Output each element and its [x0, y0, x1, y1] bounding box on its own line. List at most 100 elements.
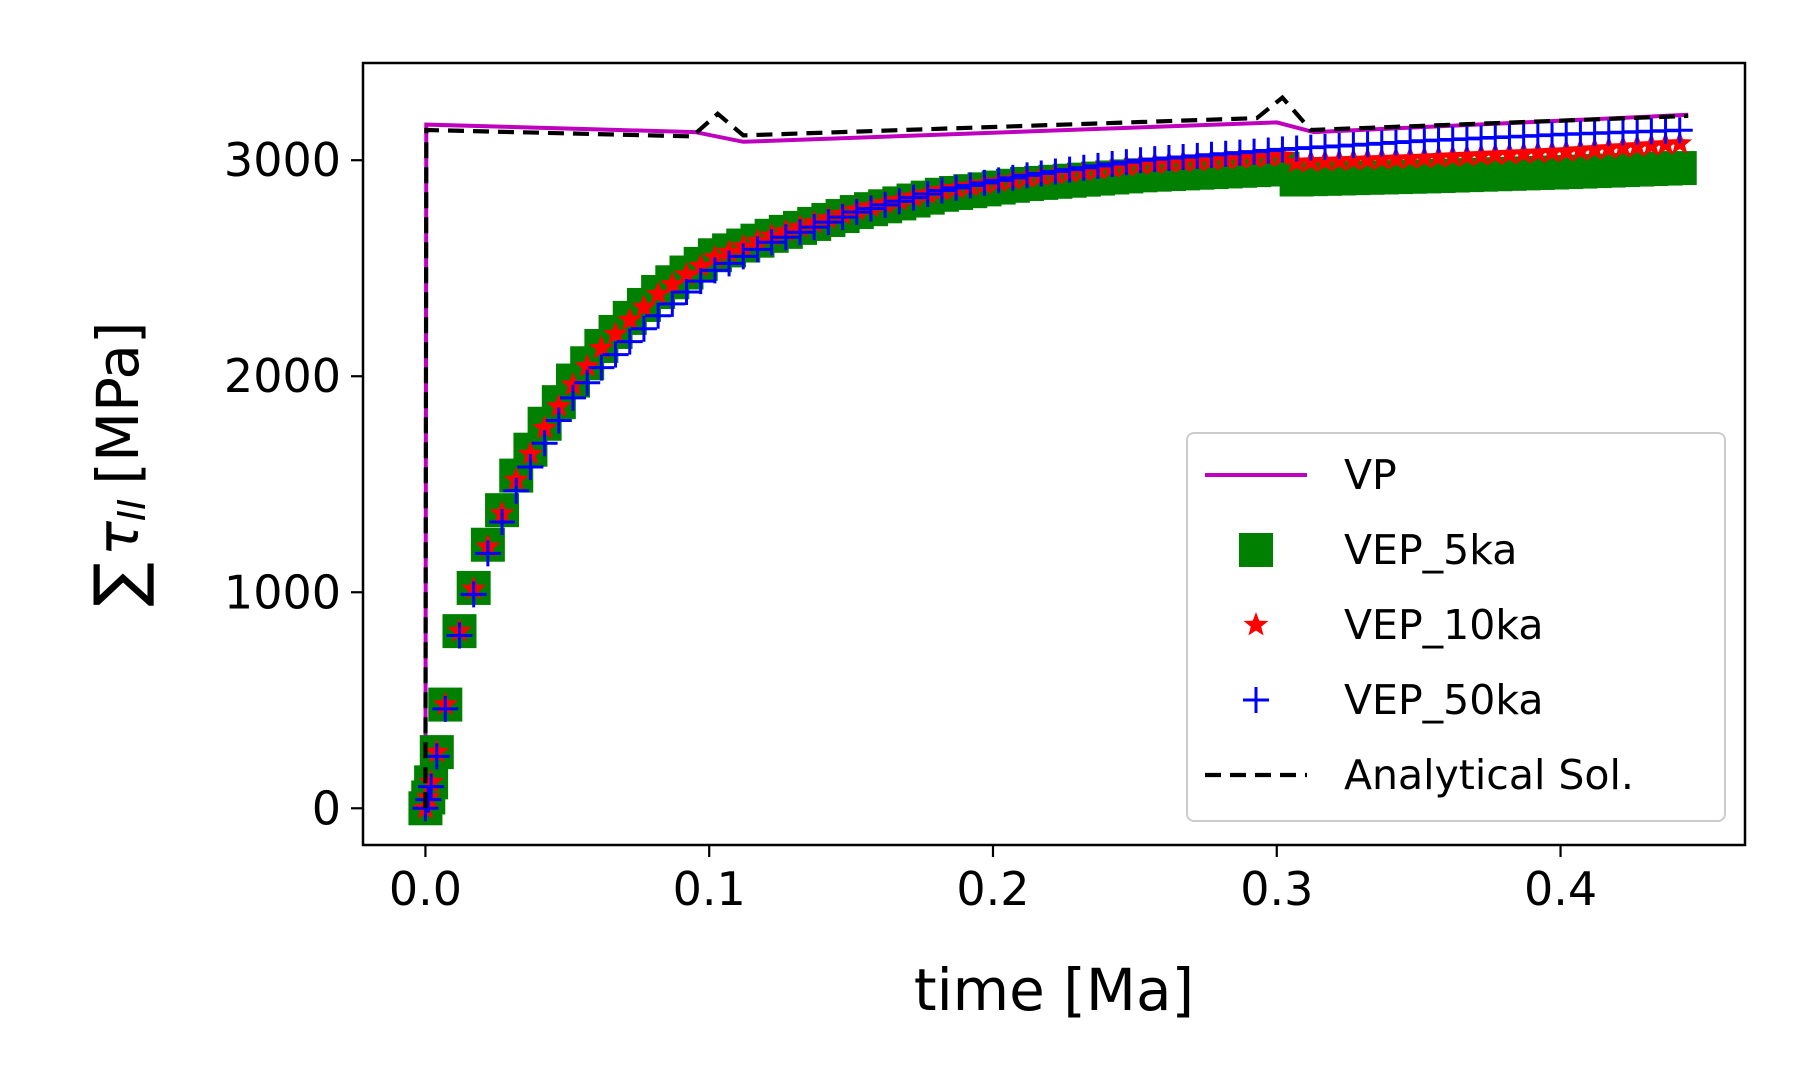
plus-marker [616, 328, 643, 355]
plus-marker [744, 236, 771, 263]
star-marker [1369, 146, 1395, 170]
x-axis-title: time [Ma] [914, 956, 1194, 1024]
y-axis-title: ∑ τII [MPa] [80, 321, 157, 606]
star-marker [1341, 147, 1366, 171]
star-marker [631, 294, 657, 318]
star-marker [1539, 139, 1565, 163]
star-marker [1596, 135, 1622, 160]
plus-marker [1099, 150, 1126, 177]
y-tick-label: 0 [312, 781, 341, 835]
plus-marker [517, 453, 544, 480]
plus-marker [999, 164, 1026, 191]
plus-marker [418, 773, 445, 800]
star-marker [1482, 141, 1508, 166]
plus-marker [460, 581, 487, 608]
star-marker [1497, 141, 1522, 165]
series-line-vp [423, 112, 1689, 809]
plus-marker [716, 250, 743, 277]
plus-marker [574, 369, 601, 396]
plus-marker [1070, 154, 1097, 181]
plus-marker [857, 195, 884, 222]
y-axis-unit: [MPa] [84, 321, 152, 484]
legend-label: Analytical Sol. [1344, 751, 1634, 799]
star-marker [518, 441, 543, 465]
svg-text:∑τII[MPa]: ∑ τII [MPa] [80, 321, 157, 606]
plus-marker [1056, 156, 1083, 183]
plus-marker [1014, 162, 1041, 189]
star-marker [1553, 138, 1579, 163]
legend-handle-star [1243, 612, 1269, 636]
plot-area-frame [361, 61, 1747, 847]
star-marker [1440, 143, 1466, 168]
star-marker [1454, 143, 1480, 167]
x-tick-label: 0.4 [1524, 862, 1597, 916]
x-tick-label: 0.2 [956, 862, 1029, 916]
legend-item: VEP_10ka [1243, 601, 1544, 649]
plus-marker [1084, 152, 1111, 179]
star-marker [688, 253, 714, 277]
star-marker [546, 393, 572, 417]
plus-marker [673, 278, 700, 305]
y-tick-label: 2000 [224, 349, 341, 403]
plus-marker [588, 354, 615, 381]
star-marker [1326, 147, 1352, 172]
plus-marker [1028, 160, 1055, 187]
y-axis-sum-symbol: ∑ [80, 562, 157, 606]
star-marker [1511, 140, 1536, 164]
star-marker [1397, 145, 1423, 169]
star-marker [1624, 133, 1650, 158]
plus-marker [531, 430, 558, 457]
star-marker [1525, 139, 1551, 164]
star-marker [702, 244, 728, 268]
legend-label: VEP_10ka [1344, 601, 1544, 649]
plus-marker [872, 191, 899, 218]
legend-item: Analytical Sol. [1205, 751, 1634, 799]
plus-marker [914, 181, 941, 208]
plus-marker [645, 302, 672, 329]
plus-marker [801, 214, 828, 241]
y-axis-tau-symbol: τ [84, 520, 152, 556]
plus-marker [423, 743, 450, 770]
star-marker [1639, 132, 1664, 157]
star-marker [1355, 146, 1380, 171]
plus-marker [730, 243, 757, 270]
plus-marker [957, 172, 984, 199]
legend-item: VEP_5ka [1239, 526, 1517, 574]
plus-marker [900, 184, 927, 211]
plus-marker [943, 174, 970, 201]
plus-marker [971, 169, 998, 196]
legend-item: VEP_50ka [1243, 676, 1544, 724]
plus-marker [1042, 158, 1069, 185]
plus-marker [630, 315, 657, 342]
plus-marker [602, 341, 629, 368]
legend-handle-square [1239, 533, 1273, 567]
star-marker [660, 271, 685, 295]
x-tick-label: 0.1 [673, 862, 746, 916]
plus-marker [928, 177, 955, 204]
legend: VP VEP_5ka VEP_10ka VEP_50ka Analytical Sol. [1186, 432, 1726, 822]
plus-marker [446, 622, 473, 649]
star-marker [589, 335, 614, 359]
plus-marker [545, 407, 572, 434]
y-axis-subscript: II [110, 499, 154, 521]
legend-item: VP [1205, 451, 1397, 499]
plus-marker [843, 199, 870, 226]
plus-marker [1666, 117, 1693, 144]
plus-marker [503, 477, 530, 504]
square-marker [1662, 151, 1697, 186]
legend-label: VEP_5ka [1344, 526, 1517, 574]
star-marker [560, 371, 586, 396]
plus-marker [829, 204, 856, 231]
plus-marker [415, 786, 442, 813]
series-line-analytical-sol- [423, 94, 1689, 809]
plus-marker [787, 219, 814, 246]
star-marker [1582, 136, 1607, 161]
x-tick-label: 0.3 [1240, 862, 1313, 916]
star-marker [1312, 148, 1338, 172]
plus-marker [474, 540, 501, 567]
star-marker [617, 307, 643, 331]
star-marker [1383, 146, 1409, 170]
y-tick-label: 3000 [224, 133, 341, 187]
plus-marker [886, 188, 913, 215]
